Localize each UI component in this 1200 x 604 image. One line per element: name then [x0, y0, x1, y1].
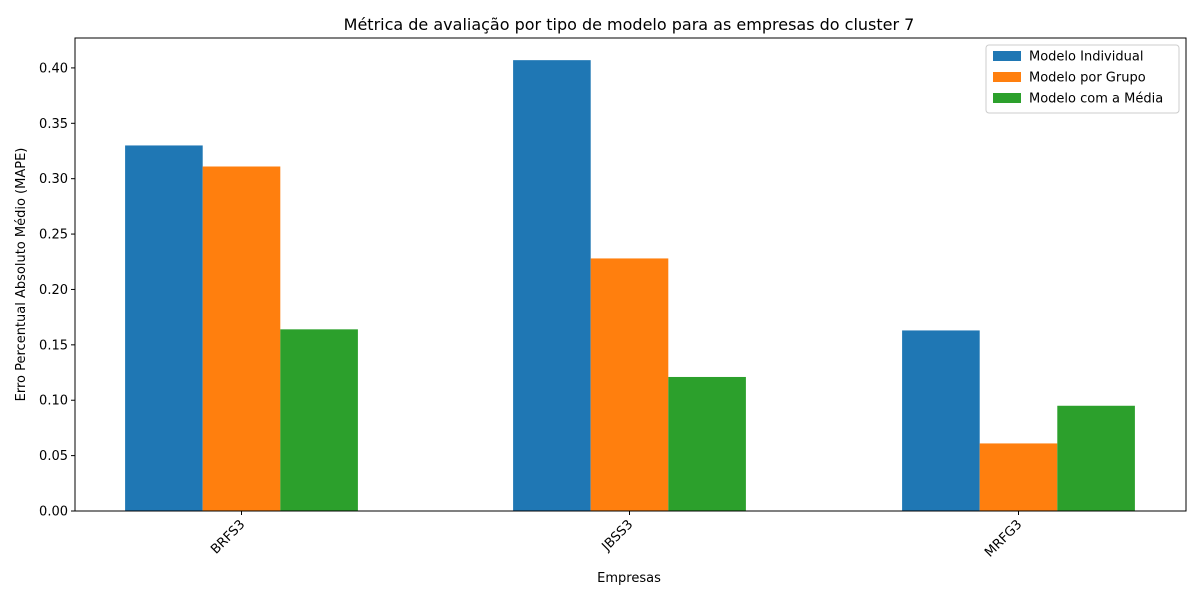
legend-swatch — [993, 93, 1021, 103]
x-axis-label: Empresas — [597, 571, 661, 586]
y-tick-label: 0.05 — [39, 449, 68, 464]
bar-mrfg3-series-1 — [979, 443, 1058, 511]
bar-mrfg3-series-0 — [902, 330, 980, 511]
y-axis: 0.00 0.05 0.10 0.15 0.20 0.25 0.30 0.35 0.40 — [39, 61, 75, 520]
x-tick-label: MRFG3 — [982, 517, 1025, 560]
legend-label: Modelo por Grupo — [1029, 71, 1146, 86]
y-tick-label: 0.00 — [39, 505, 68, 520]
bar-jbss3-series-2 — [668, 376, 746, 511]
legend-label: Modelo Individual — [1029, 50, 1143, 65]
legend-swatch — [993, 72, 1021, 82]
y-tick-label: 0.40 — [39, 61, 68, 76]
legend-label: Modelo com a Média — [1029, 92, 1163, 107]
y-tick-label: 0.35 — [39, 117, 68, 132]
y-tick-label: 0.25 — [39, 228, 68, 243]
bar-mrfg3-series-2 — [1057, 405, 1135, 511]
bar-brfs3-series-0 — [125, 145, 203, 511]
x-tick-label: JBSS3 — [599, 517, 637, 555]
legend: Modelo Individual Modelo por Grupo Modelo … — [985, 44, 1180, 114]
bar-brfs3-series-1 — [202, 166, 281, 511]
bar-jbss3-series-0 — [513, 60, 591, 511]
y-tick-label: 0.15 — [39, 338, 68, 353]
legend-swatch — [993, 51, 1021, 61]
bar-brfs3-series-2 — [280, 329, 358, 511]
x-tick-label: BRFS3 — [208, 517, 248, 557]
y-axis-label: Erro Percentual Absoluto Médio (MAPE) — [14, 148, 29, 402]
bars-group — [125, 60, 1135, 511]
legend-box — [985, 44, 1180, 114]
y-tick-label: 0.30 — [39, 172, 68, 187]
bar-jbss3-series-1 — [590, 258, 669, 511]
chart-title: Métrica de avaliação por tipo de modelo … — [344, 15, 915, 34]
y-tick-label: 0.20 — [39, 283, 68, 298]
y-tick-label: 0.10 — [39, 394, 68, 409]
x-axis: BRFS3 JBSS3 MRFG3 — [208, 511, 1025, 560]
plot-frame — [74, 37, 1187, 512]
